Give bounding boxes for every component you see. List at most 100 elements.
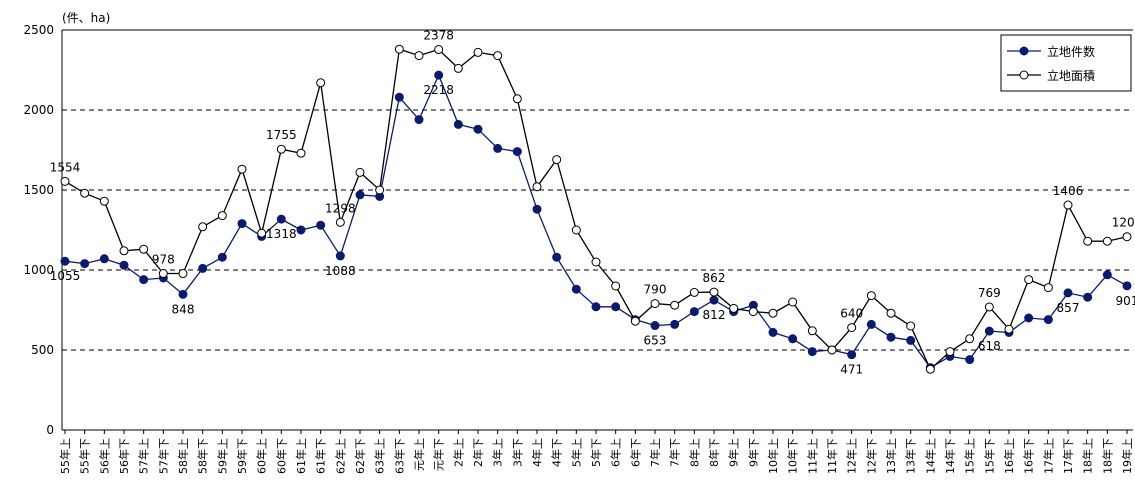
data-point [768, 308, 778, 318]
y-tick-label: 500 [31, 343, 54, 357]
data-point [591, 257, 601, 267]
data-point [591, 302, 601, 312]
data-point [945, 347, 955, 357]
x-tick-label: 16年下 [1022, 438, 1036, 474]
x-tick-label: 6年下 [628, 438, 642, 467]
data-label: 862 [703, 271, 726, 285]
data-point [650, 299, 660, 309]
data-point [119, 260, 129, 270]
data-point [866, 319, 876, 329]
y-tick-label: 0 [46, 423, 54, 437]
data-label: 857 [1057, 301, 1080, 315]
data-point [827, 345, 837, 355]
data-point [453, 119, 463, 129]
data-point [394, 92, 404, 102]
x-tick-label: 5年下 [589, 438, 603, 467]
data-point [788, 297, 798, 307]
x-tick-label: 8年下 [707, 438, 721, 467]
data-label: 1298 [325, 201, 356, 215]
data-point [198, 263, 208, 273]
data-point [414, 115, 424, 125]
x-tick-label: 60年下 [274, 438, 288, 474]
legend-marker [1019, 70, 1029, 80]
legend-marker [1019, 46, 1029, 56]
data-point [807, 347, 817, 357]
data-point [139, 275, 149, 285]
data-point [335, 251, 345, 261]
data-point [316, 78, 326, 88]
x-tick-label: 2年下 [471, 438, 485, 467]
x-tick-label: 17年上 [1041, 438, 1055, 474]
x-tick-label: 59年下 [235, 438, 249, 474]
x-tick-label: 17年下 [1061, 438, 1075, 474]
x-tick-label: 63年上 [373, 438, 387, 474]
x-tick-label: 55年上 [58, 438, 72, 474]
data-point [1024, 275, 1034, 285]
data-point [670, 300, 680, 310]
data-point [925, 364, 935, 374]
series-line [64, 73, 1128, 369]
x-tick-label: 60年上 [255, 438, 269, 474]
data-point [906, 335, 916, 345]
data-label: 1055 [50, 269, 81, 283]
x-tick-label: 16年上 [1002, 438, 1016, 474]
data-point [965, 355, 975, 365]
x-tick-label: 3年上 [491, 438, 505, 467]
x-tick-label: 3年下 [510, 438, 524, 467]
data-label: 1755 [266, 128, 297, 142]
data-label: 2378 [423, 29, 454, 43]
x-tick-label: 62年下 [353, 438, 367, 474]
data-point [965, 334, 975, 344]
data-point [493, 51, 503, 61]
data-point [552, 155, 562, 165]
x-tick-label: 58年上 [176, 438, 190, 474]
data-point [296, 148, 306, 158]
data-point [807, 326, 817, 336]
data-point [335, 217, 345, 227]
data-point [276, 214, 286, 224]
x-tick-label: 14年下 [943, 438, 957, 474]
data-point [217, 252, 227, 262]
data-point [276, 144, 286, 154]
x-tick-label: 13年上 [884, 438, 898, 474]
data-point [1102, 236, 1112, 246]
data-point [375, 185, 385, 195]
data-point [768, 327, 778, 337]
data-label: 1208 [1112, 216, 1135, 230]
data-point [355, 190, 365, 200]
data-point [1063, 288, 1073, 298]
data-point [316, 220, 326, 230]
y-tick-label: 1500 [23, 183, 54, 197]
data-point [866, 291, 876, 301]
data-point [296, 225, 306, 235]
x-tick-label: 61年下 [314, 438, 328, 474]
series-line [64, 48, 1128, 371]
data-label: 2218 [423, 83, 454, 97]
x-tick-label: 63年下 [392, 438, 406, 474]
data-point [473, 47, 483, 57]
data-point [709, 295, 719, 305]
x-tick-label: 12年上 [845, 438, 859, 474]
data-label: 901 [1116, 294, 1135, 308]
x-tick-label: 15年上 [963, 438, 977, 474]
data-point [119, 246, 129, 256]
data-point [60, 256, 70, 266]
x-tick-label: 7年下 [668, 438, 682, 467]
data-point [689, 287, 699, 297]
x-tick-label: 9年上 [727, 438, 741, 467]
x-tick-label: 56年下 [117, 438, 131, 474]
data-point [1063, 200, 1073, 210]
x-tick-label: 7年上 [648, 438, 662, 467]
data-point [217, 211, 227, 221]
x-tick-label: 5年上 [569, 438, 583, 467]
data-point [1024, 313, 1034, 323]
x-tick-label: 9年下 [746, 438, 760, 467]
x-tick-label: 56年上 [97, 438, 111, 474]
data-point [493, 143, 503, 153]
data-point [709, 287, 719, 297]
data-point [1043, 315, 1053, 325]
data-point [630, 316, 640, 326]
data-point [847, 323, 857, 333]
data-point [512, 94, 522, 104]
data-point [178, 269, 188, 279]
